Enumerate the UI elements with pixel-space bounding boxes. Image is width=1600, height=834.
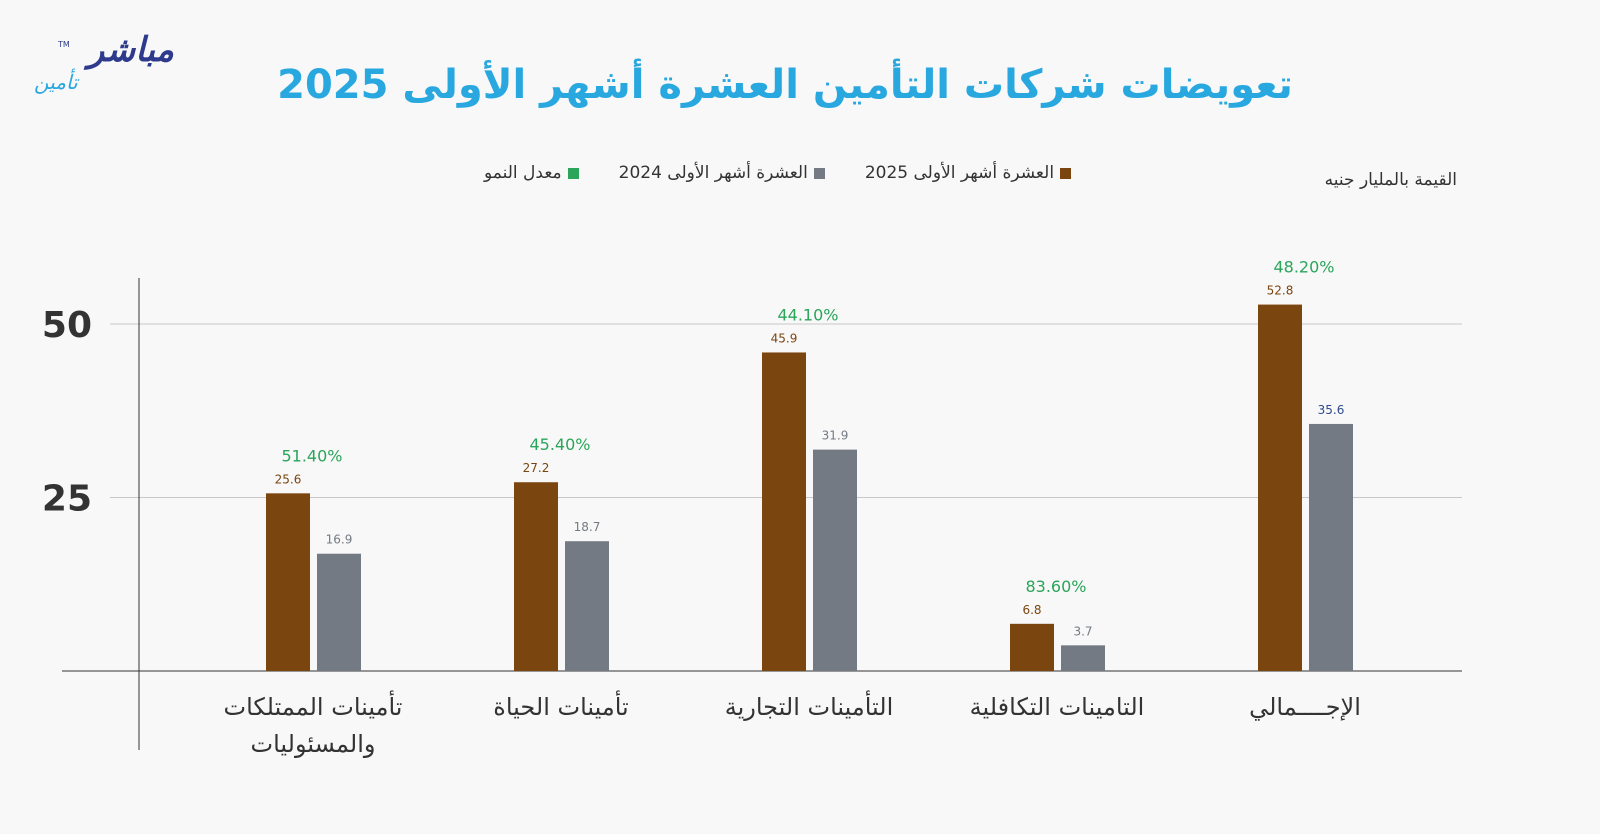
logo-sub: تأمين <box>34 70 78 94</box>
data-label-2024: 16.9 <box>326 533 353 547</box>
logo-tm: TM <box>58 40 70 49</box>
category-label: التامينات التكافلية <box>970 693 1145 721</box>
logo: TM مباشر تأمين <box>34 30 174 100</box>
data-label-2024: 18.7 <box>574 520 601 534</box>
bar-2024 <box>317 553 361 671</box>
bar-2025 <box>514 482 558 671</box>
category-label: والمسئوليات <box>251 730 376 758</box>
legend-label: العشرة أشهر الأولى 2025 <box>864 163 1055 183</box>
growth-label: 48.20% <box>1273 258 1334 277</box>
data-label-2025: 25.6 <box>275 472 302 486</box>
bar-2024 <box>813 449 857 671</box>
legend-label: معدل النمو <box>484 163 562 183</box>
category-label: التأمينات التجارية <box>725 690 894 721</box>
legend-swatch <box>1060 167 1072 179</box>
data-label-2025: 27.2 <box>523 461 550 475</box>
growth-label: 45.40% <box>529 435 590 454</box>
data-label-2025: 52.8 <box>1267 284 1294 298</box>
legend-item-2024: العشرة أشهر الأولى 2024 <box>619 163 825 183</box>
bar-2025 <box>1258 304 1302 671</box>
legend: معدل النمو العشرة أشهر الأولى 2024 العشر… <box>484 163 1072 183</box>
unit-label: القيمة بالمليار جنيه <box>1324 170 1457 190</box>
legend-item-2025: العشرة أشهر الأولى 2025 <box>864 163 1072 183</box>
y-tick-label: 50 <box>42 305 92 346</box>
growth-label: 83.60% <box>1025 577 1086 596</box>
category-label: تأمينات الحياة <box>493 690 628 721</box>
category-label: تأمينات الممتلكات <box>224 690 403 721</box>
legend-label: العشرة أشهر الأولى 2024 <box>618 163 808 183</box>
data-label-2024: 3.7 <box>1073 624 1092 638</box>
growth-label: 44.10% <box>777 305 838 324</box>
bar-2024 <box>565 541 609 671</box>
legend-swatch <box>567 167 579 179</box>
data-label-2024: 31.9 <box>822 429 849 443</box>
data-label-2025: 45.9 <box>771 331 798 345</box>
chart-title: تعويضات شركات التأمين العشرة أشهر الأولى… <box>277 62 1293 108</box>
bar-2025 <box>1010 623 1054 671</box>
bar-2025 <box>762 352 806 671</box>
category-label: الإجــــمالي <box>1249 693 1361 721</box>
legend-swatch <box>813 167 825 179</box>
bar-2025 <box>266 493 310 671</box>
y-tick-label: 25 <box>42 479 92 520</box>
data-label-2024: 35.6 <box>1318 403 1345 417</box>
bar-2024 <box>1309 423 1353 671</box>
logo-main: مباشر <box>87 30 174 70</box>
bar-2024 <box>1061 645 1105 671</box>
growth-label: 51.40% <box>281 446 342 465</box>
data-label-2025: 6.8 <box>1022 603 1041 617</box>
legend-item-growth: معدل النمو <box>484 163 579 183</box>
